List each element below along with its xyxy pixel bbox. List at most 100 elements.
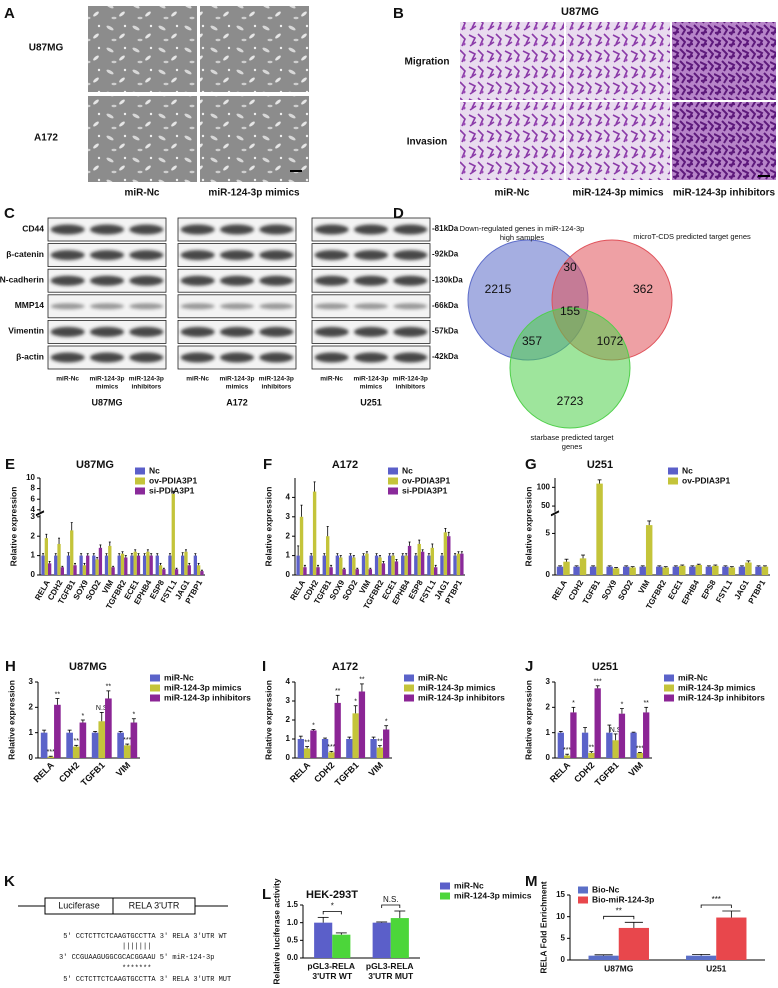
significance-label: *** [712,895,721,904]
legend-swatch [668,467,678,475]
legend-swatch [578,886,588,894]
blot-band [220,275,254,286]
legend-swatch [150,694,160,702]
bar [563,755,571,758]
bar [352,557,356,575]
bar [557,732,564,758]
chart-title: U87MG [76,459,114,471]
bar [417,543,421,575]
significance-label: * [621,701,624,708]
x-tick-label: TGFB1 [333,760,361,788]
legend-label: miR-124-3p inhibitors [678,692,765,702]
blot-band [393,352,428,363]
bar [573,566,580,575]
y-tick-label: 5 [546,529,551,538]
bar [123,745,131,758]
bar [303,748,311,758]
bar [146,551,150,575]
bar [314,922,333,958]
legend-label: Nc [402,465,413,475]
size-label: -92kDa [432,250,459,259]
venn-count: 2215 [485,282,512,296]
bar [296,555,300,575]
blot-band [259,224,294,235]
bar [618,713,626,758]
y-tick-label: 0.5 [287,935,299,944]
significance-label: *** [594,679,602,686]
legend-label: ov-PDIA3P1 [149,475,197,485]
panel-letter: L [262,886,271,903]
legend-swatch [150,684,160,692]
bar [672,566,680,575]
y-tick-label: 0.0 [287,953,299,962]
legend-swatch [388,487,398,495]
bar [47,756,55,758]
bar [390,918,409,958]
bar [105,698,112,758]
significance-label: *** [47,749,55,756]
bar [79,722,87,758]
venn-count: 30 [563,260,577,274]
size-label: -42kDa [432,352,459,361]
bar [387,555,392,575]
y-tick-label: 2 [286,531,291,540]
label-line: pGL3-RELA [307,961,357,971]
legend-label: si-PDIA3P1 [149,485,195,495]
blot-band [129,250,164,261]
significance-label: ** [589,745,595,752]
bar [334,702,341,758]
chart-title: HEK-293T [306,889,358,901]
bar [57,543,61,575]
blot-band [50,275,85,286]
y-tick-label: 50 [541,501,550,510]
bar [310,730,317,758]
blot-band [314,352,349,363]
legend-swatch [404,694,414,702]
blot-band [180,250,215,261]
construct-label: RELA 3'UTR [129,900,180,910]
blot-band [259,303,294,310]
bar [158,565,163,575]
construct-box [112,897,196,915]
bar [108,545,112,575]
bar [355,569,359,575]
x-tick-label: RELA [550,578,569,602]
blot-band [129,303,164,310]
bar [430,547,435,575]
significance-label: *** [327,744,335,751]
legend-label: Bio-miR-124-3p [592,894,654,904]
legend-label: ov-PDIA3P1 [682,475,730,485]
legend-swatch [135,487,145,495]
blot-band [314,250,349,261]
axis-break [35,511,45,517]
legend-swatch [664,684,674,692]
bar [372,922,391,958]
panel-letter: B [393,5,404,22]
bar [335,555,340,575]
mutation-marks: ******* [122,965,151,973]
x-tick-label: U251 [706,963,727,973]
blot-band [50,303,85,310]
venn-count: 1072 [597,334,624,348]
bar [95,559,99,575]
blot-band [259,326,294,337]
y-tick-label: 1 [546,728,551,737]
bar [117,732,124,758]
bar [98,721,106,758]
bar [381,563,386,575]
bar [299,516,304,575]
venn-set [509,307,631,429]
size-label: -57kDa [432,327,459,336]
bar [60,567,64,575]
legend-swatch [578,896,588,904]
blot-band [259,275,294,286]
significance-label: ** [335,688,341,695]
bar [689,566,696,575]
column-label: miR-124-3p mimics [208,188,300,199]
bar [588,752,595,758]
bar [54,555,58,575]
bar [376,747,384,758]
lane-label: mimics [226,384,249,391]
bar [453,555,457,575]
bar [73,565,77,575]
